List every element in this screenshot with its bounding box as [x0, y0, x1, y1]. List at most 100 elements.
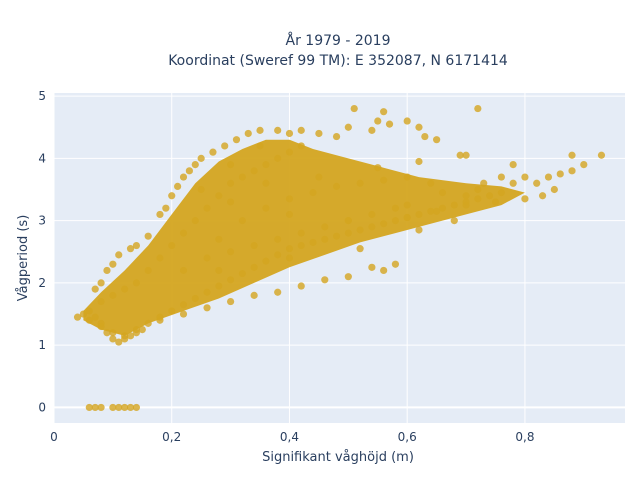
- chart-title-line1: År 1979 - 2019: [286, 32, 391, 49]
- data-point: [274, 126, 282, 134]
- y-tick-label: 3: [38, 214, 46, 228]
- data-point: [297, 126, 305, 134]
- y-tick-label: 4: [38, 151, 46, 165]
- data-point: [144, 232, 152, 240]
- data-point: [344, 123, 352, 131]
- data-point: [274, 288, 282, 296]
- y-tick-label: 2: [38, 276, 46, 290]
- data-point: [203, 304, 211, 312]
- data-point: [368, 263, 376, 271]
- data-point: [521, 195, 529, 203]
- data-point: [374, 117, 382, 125]
- tick-labels: 0 0,2 0,4 0,6 0,8 0 1 2 3 4 5: [38, 89, 534, 444]
- data-point: [132, 329, 141, 337]
- data-point: [132, 403, 141, 412]
- data-point: [121, 335, 129, 343]
- x-tick-label: 0: [50, 430, 58, 444]
- data-point: [580, 161, 588, 169]
- data-point: [544, 173, 553, 181]
- data-point: [297, 282, 305, 290]
- data-point: [385, 120, 394, 128]
- data-point: [533, 179, 541, 187]
- data-point: [380, 266, 388, 275]
- data-point: [421, 132, 429, 141]
- data-point: [344, 273, 352, 281]
- data-point: [179, 310, 188, 318]
- data-point: [232, 136, 241, 144]
- data-point: [221, 142, 229, 150]
- x-tick-label: 0,8: [515, 430, 534, 444]
- data-point: [509, 161, 517, 169]
- point-cloud-core: [83, 139, 525, 336]
- data-point: [474, 104, 482, 113]
- y-axis-title: Vågperiod (s): [16, 215, 31, 302]
- data-point: [109, 403, 117, 412]
- data-point: [97, 279, 105, 287]
- data-point: [185, 167, 193, 175]
- data-point: [315, 129, 323, 138]
- data-point: [126, 332, 135, 340]
- x-tick-label: 0,6: [398, 430, 417, 444]
- x-axis-title: Signifikant våghöjd (m): [262, 450, 414, 465]
- data-point: [597, 151, 606, 159]
- data-point: [197, 154, 205, 162]
- data-point: [174, 182, 182, 190]
- data-point: [162, 204, 170, 212]
- y-tick-label: 5: [38, 89, 46, 103]
- data-point: [521, 173, 529, 181]
- data-point: [538, 192, 547, 200]
- data-point: [209, 148, 217, 156]
- y-tick-label: 0: [38, 400, 46, 414]
- data-point: [332, 132, 341, 141]
- data-point: [450, 217, 458, 225]
- data-point: [91, 285, 99, 293]
- data-point: [109, 260, 117, 268]
- data-point: [126, 403, 135, 412]
- data-point: [115, 338, 123, 346]
- data-point: [132, 241, 141, 250]
- chart-title-line2: Koordinat (Sweref 99 TM): E 352087, N 61…: [168, 53, 508, 69]
- data-point: [168, 192, 176, 200]
- data-point: [109, 335, 117, 343]
- data-point: [433, 136, 441, 144]
- data-point: [115, 403, 123, 412]
- data-point: [85, 403, 93, 412]
- data-point: [350, 104, 358, 113]
- data-point: [380, 108, 388, 116]
- data-point: [403, 117, 411, 125]
- data-point: [244, 129, 252, 138]
- data-point: [115, 251, 123, 259]
- x-tick-label: 0,2: [162, 430, 181, 444]
- data-point: [156, 210, 164, 219]
- data-point: [226, 297, 235, 306]
- data-point: [138, 326, 146, 334]
- data-point: [73, 313, 82, 321]
- data-point: [285, 129, 294, 138]
- data-point: [568, 151, 576, 159]
- data-point: [121, 403, 129, 412]
- data-point: [456, 151, 464, 159]
- data-point: [391, 260, 400, 268]
- data-point: [250, 291, 258, 299]
- y-tick-label: 1: [38, 338, 46, 352]
- data-point: [97, 403, 105, 412]
- data-point: [415, 226, 423, 234]
- data-point: [368, 126, 376, 134]
- data-point: [256, 126, 264, 134]
- data-point: [550, 185, 558, 194]
- data-point: [509, 179, 517, 187]
- data-point: [191, 161, 199, 169]
- data-point: [126, 245, 135, 253]
- data-point: [415, 157, 423, 166]
- data-point: [356, 245, 364, 253]
- x-tick-label: 0,4: [280, 430, 299, 444]
- data-point: [462, 151, 470, 159]
- data-point: [321, 276, 329, 284]
- data-point: [568, 167, 576, 175]
- data-point: [103, 266, 111, 275]
- data-point: [179, 173, 188, 181]
- data-point: [556, 170, 564, 178]
- data-point: [497, 173, 505, 181]
